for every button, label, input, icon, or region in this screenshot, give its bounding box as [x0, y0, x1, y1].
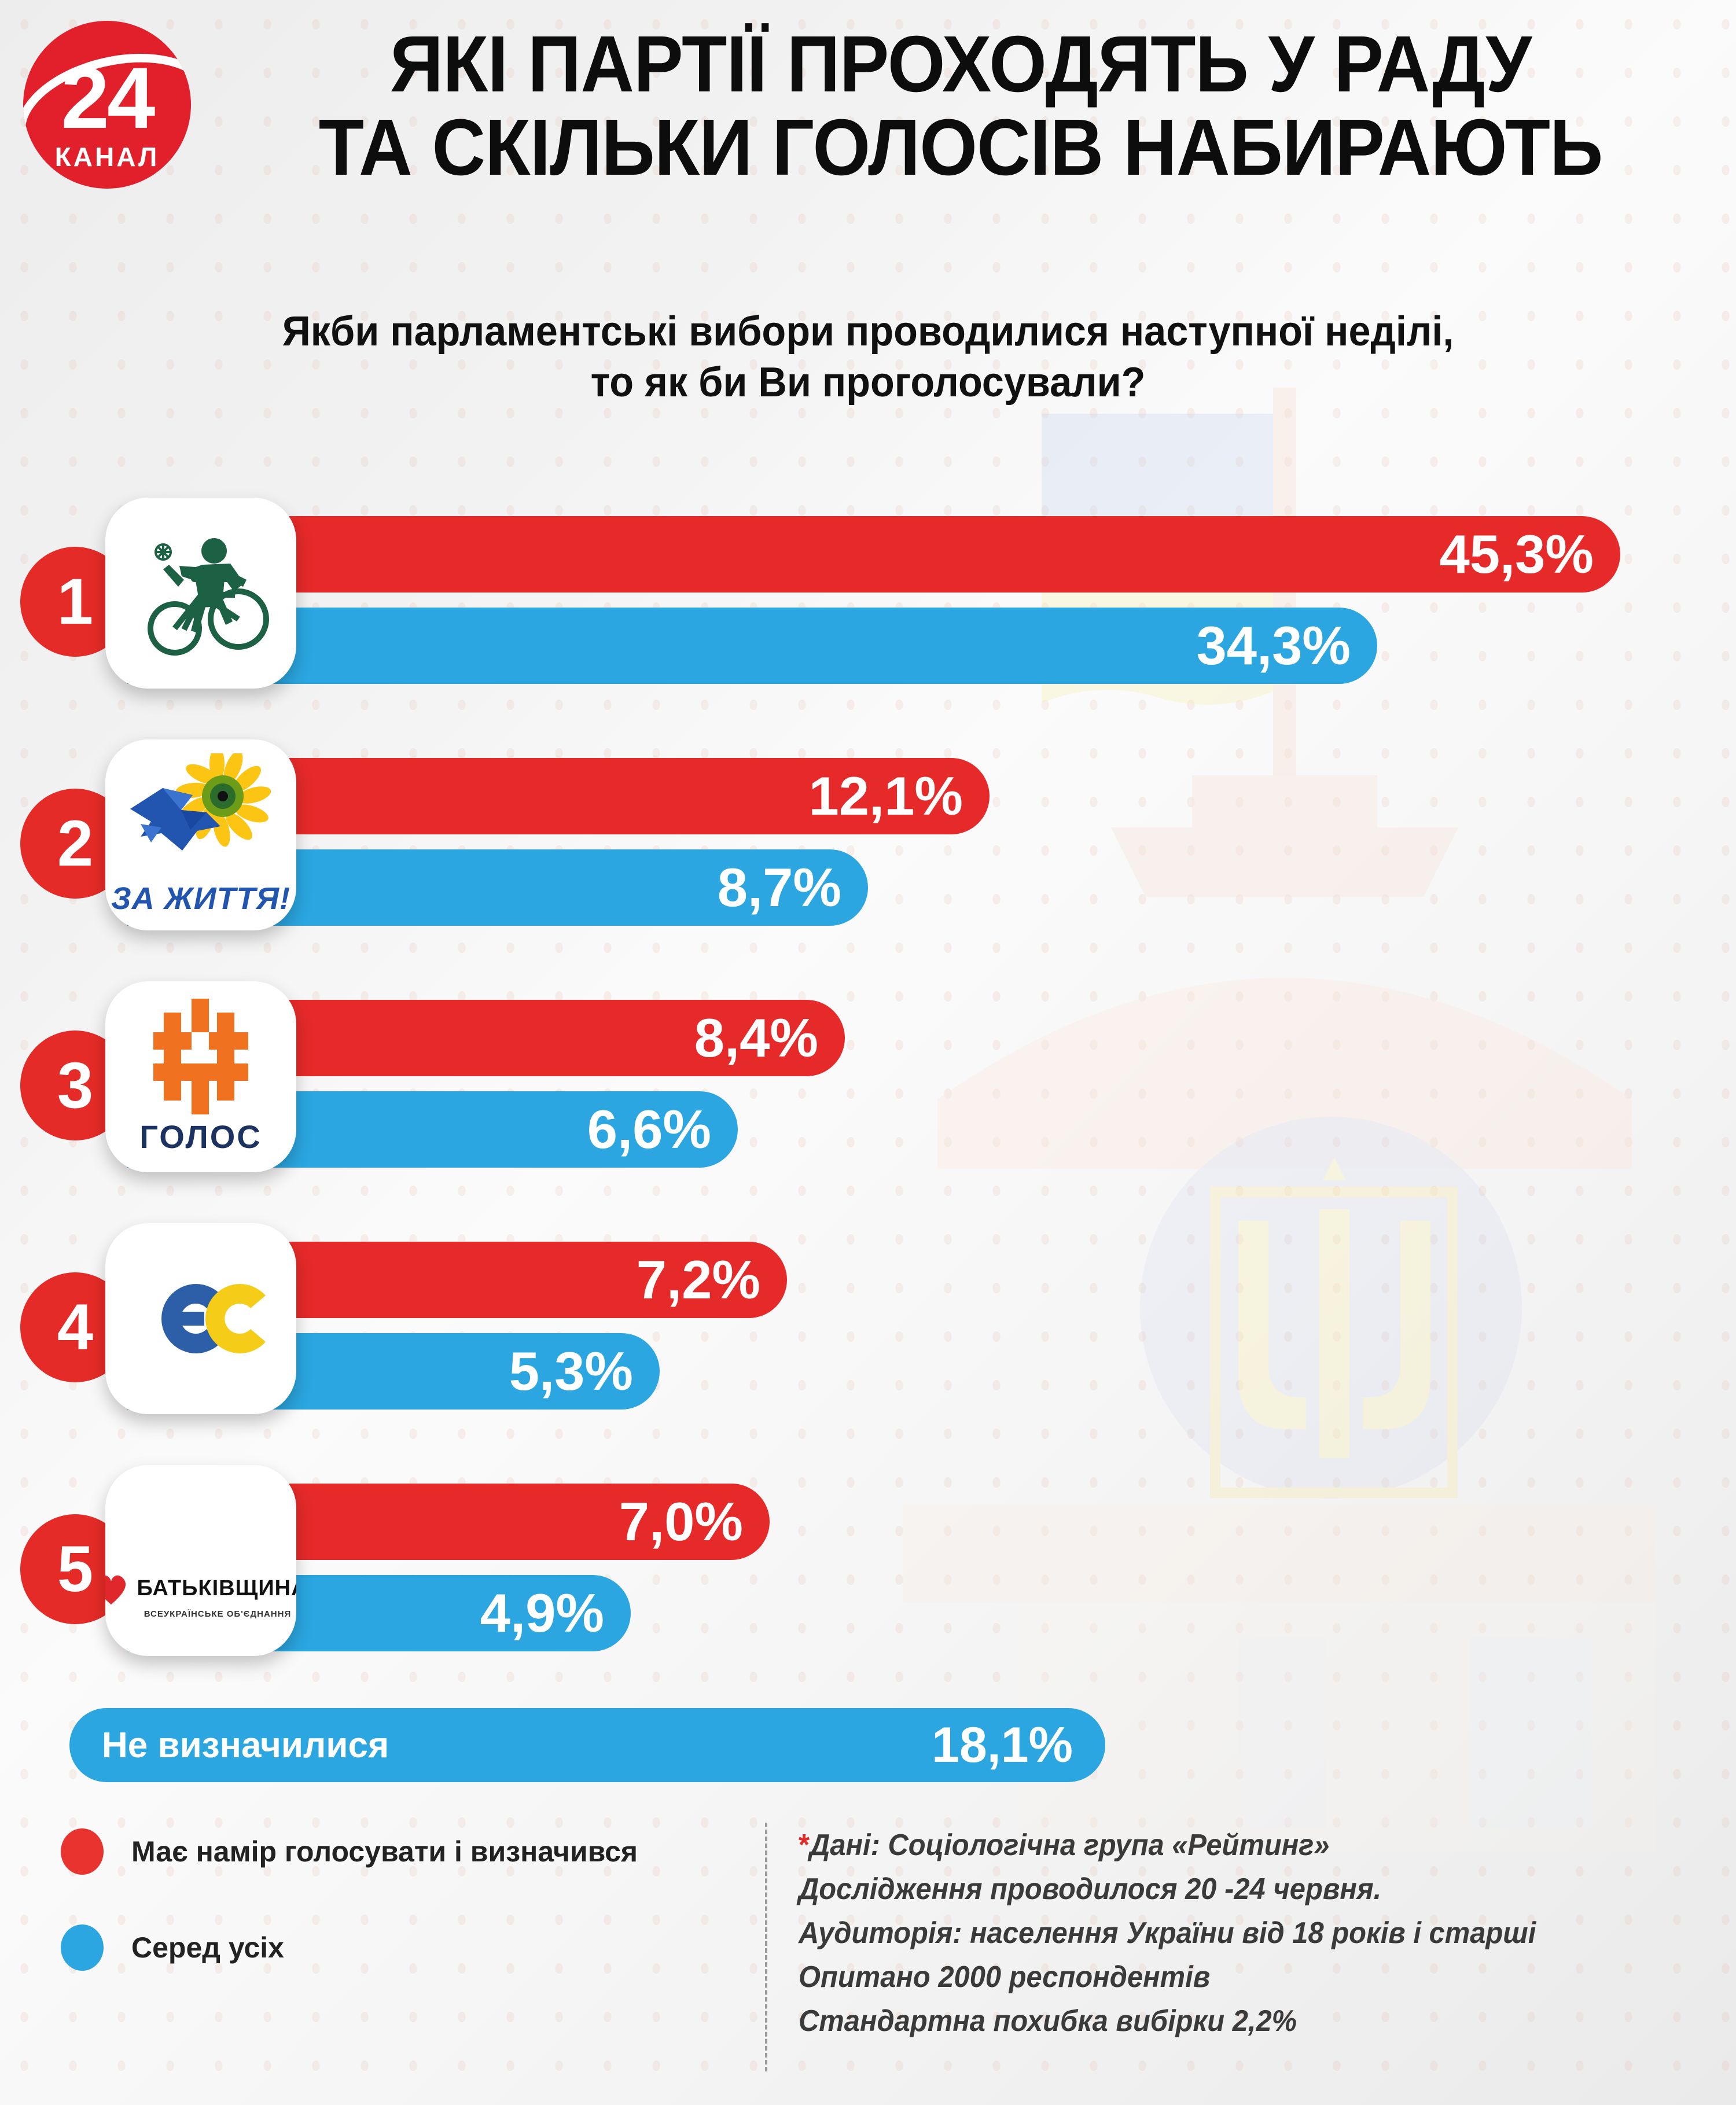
es-letters-icon	[161, 1284, 266, 1353]
undecided-bar: Не визначилися 18,1%	[69, 1708, 1105, 1782]
party-logo-text: БАТЬКІВЩИНА	[137, 1576, 296, 1600]
dove-icon	[130, 788, 220, 851]
footnote-asterisk: *	[799, 1828, 810, 1862]
footnote-line-1: *Дані: Соціологічна група «Рейтинг»	[799, 1824, 1658, 1868]
party-row-5: 5 БАТЬКІВЩИНА ВСЕУКРАЇНСЬКЕ ОБ'ЄДНАННЯ 7…	[0, 1459, 1736, 1691]
party-logo-card: ЗА ЖИТТЯ!	[105, 739, 296, 930]
undecided-label: Не визначилися	[102, 1725, 389, 1765]
party-logo-card	[105, 498, 296, 689]
heart-icon	[105, 1575, 126, 1604]
footnote-source: Дані: Соціологічна група «Рейтинг»	[810, 1828, 1330, 1862]
cyclist-icon	[148, 538, 269, 656]
legend-label-decided: Має намір голосувати і визначився	[131, 1835, 638, 1868]
footnote-line-2: Дослідження проводилося 20 -24 червня.	[799, 1872, 1382, 1906]
bar-all: 34,3%	[127, 608, 1377, 684]
page-subtitle: Якби парламентські вибори проводилися на…	[115, 307, 1621, 409]
party-logo-text: ЗА ЖИТТЯ!	[111, 881, 290, 916]
legend-label-all: Серед усіх	[131, 1931, 284, 1964]
footnote-line-4: Опитано 2000 респондентів	[799, 1960, 1211, 1994]
subtitle-line-2: то як би Ви проголосували?	[590, 359, 1146, 406]
party-row-2: 2	[0, 734, 1736, 965]
footnote: *Дані: Соціологічна група «Рейтинг» Досл…	[799, 1824, 1658, 2044]
footnote-line-3: Аудиторія: населення України від 18 рокі…	[799, 1916, 1536, 1950]
party-logo-text: ГОЛОС	[139, 1118, 262, 1155]
page-title: ЯКІ ПАРТІЇ ПРОХОДЯТЬ У РАДУ ТА СКІЛЬКИ Г…	[261, 23, 1660, 189]
party-row-1: 1	[0, 492, 1736, 723]
legend-item-all: Серед усіх	[61, 1924, 755, 1971]
party-logo-card	[105, 1223, 296, 1414]
legend-swatch-red-icon	[61, 1828, 104, 1875]
channel-logo: 24 КАНАЛ	[23, 21, 191, 189]
logo-word: КАНАЛ	[54, 142, 160, 172]
footnote-line-5: Стандартна похибка вибірки 2,2%	[799, 2004, 1297, 2038]
sunflower-dove-icon	[130, 753, 271, 851]
legend-swatch-blue-icon	[61, 1924, 104, 1971]
party-row-3: 3 ГОЛОС 8,4% 6,6%	[0, 976, 1736, 1207]
bar-group: 45,3% 34,3%	[0, 492, 1736, 723]
title-line-2: ТА СКІЛЬКИ ГОЛОСІВ НАБИРАЮТЬ	[318, 102, 1603, 192]
title-line-1: ЯКІ ПАРТІЇ ПРОХОДЯТЬ У РАДУ	[389, 20, 1532, 109]
bar-decided: 45,3%	[127, 516, 1620, 593]
subtitle-line-1: Якби парламентські вибори проводилися на…	[282, 308, 1454, 355]
legend: Має намір голосувати і визначився Серед …	[61, 1828, 755, 2021]
legend-divider	[765, 1823, 767, 2071]
undecided-value: 18,1%	[932, 1717, 1073, 1773]
logo-number: 24	[61, 49, 156, 146]
party-row-4: 4 7,2% 5,3%	[0, 1217, 1736, 1449]
party-logo-card: БАТЬКІВЩИНА ВСЕУКРАЇНСЬКЕ ОБ'ЄДНАННЯ	[105, 1465, 296, 1656]
legend-item-decided: Має намір голосувати і визначився	[61, 1828, 755, 1875]
party-logo-card: ГОЛОС	[105, 981, 296, 1172]
hashtag-icon	[153, 998, 248, 1114]
party-logo-subtext: ВСЕУКРАЇНСЬКЕ ОБ'ЄДНАННЯ	[144, 1609, 292, 1619]
